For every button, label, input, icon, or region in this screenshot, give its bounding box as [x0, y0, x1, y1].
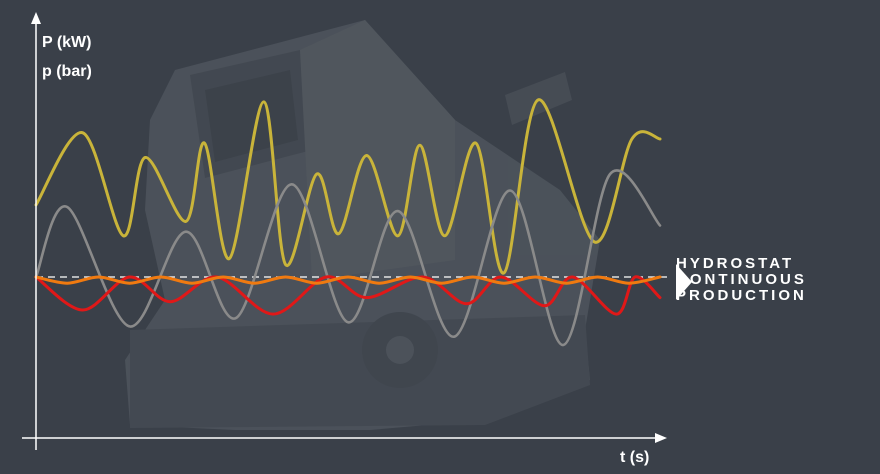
series-line-yellow [34, 98, 662, 275]
caption-pointer-icon [676, 264, 692, 300]
machine-base [130, 315, 590, 428]
side-caption: HYDROSTAT CONTINUOUS PRODUCTION [676, 256, 807, 304]
axes-layer [22, 12, 692, 450]
series-layer [34, 98, 662, 347]
series-line-grey [34, 169, 662, 347]
machine-side-plate [300, 20, 455, 280]
series-line-red [34, 275, 662, 316]
machine-wheel-hub [386, 336, 414, 364]
x-axis-arrow [655, 433, 667, 443]
x-axis-label: t (s) [620, 449, 650, 466]
machine-hopper-inner [205, 70, 298, 162]
caption-line-3: PRODUCTION [676, 287, 807, 304]
series-line-orange [34, 275, 662, 285]
y-axis-label-power: P (kW) [42, 34, 92, 51]
y-axis-arrow [31, 12, 41, 24]
caption-line-2: CONTINUOUS [676, 271, 807, 288]
background-machine-illustration [125, 20, 600, 430]
caption-line-1: HYDROSTAT [676, 255, 795, 272]
y-axis-label-pressure: p (bar) [42, 63, 92, 80]
